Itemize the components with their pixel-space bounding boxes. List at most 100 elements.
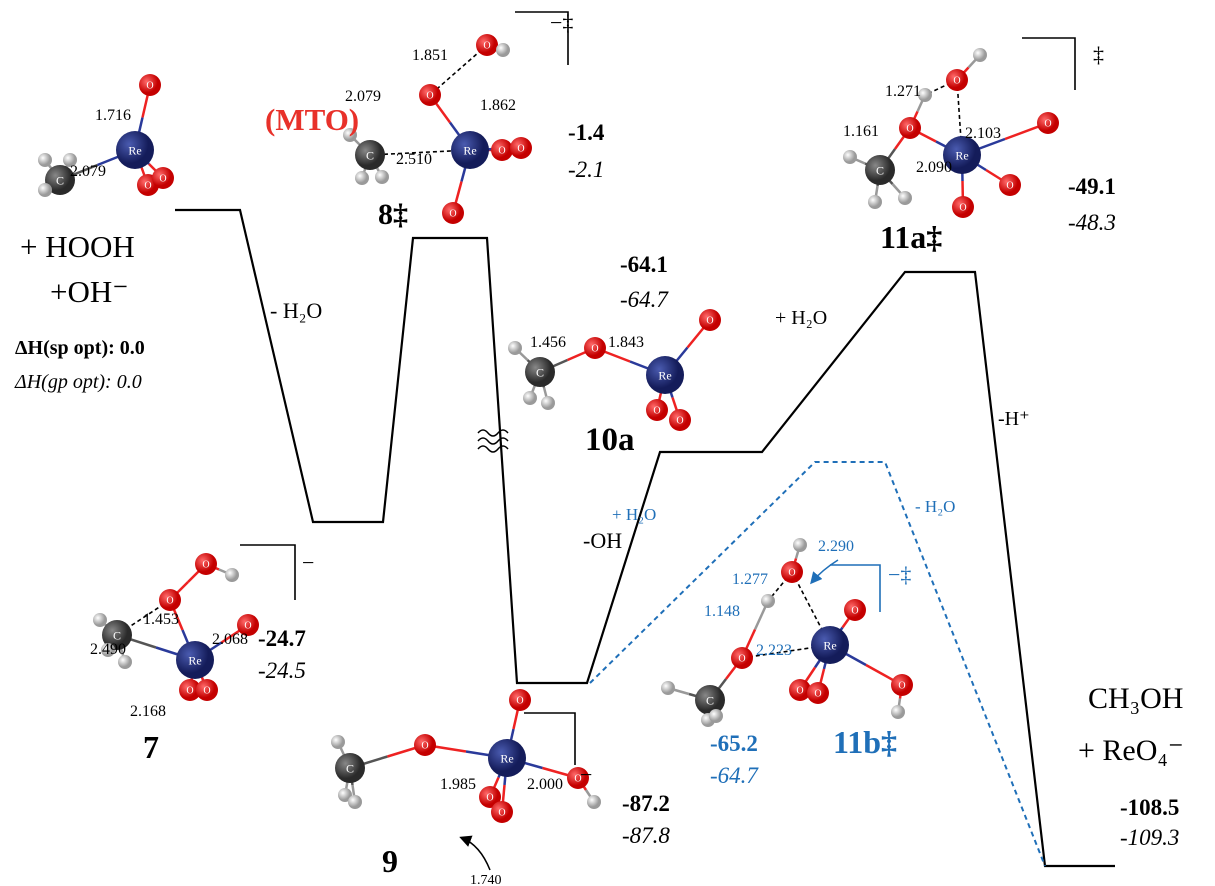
atom-symbol: O (486, 793, 493, 804)
bracket (524, 712, 576, 765)
atom-symbol: O (159, 174, 166, 185)
break-symbol (477, 429, 509, 453)
step-label: + H₂O (612, 505, 656, 524)
atom (646, 356, 684, 394)
energy: -109.3 (1120, 825, 1179, 850)
atom-symbol: O (498, 808, 505, 819)
atom-symbol: O (244, 621, 251, 632)
atom (491, 139, 513, 161)
atom (196, 679, 218, 701)
enthalpy-label: ΔH(gp opt): 0.0 (14, 371, 142, 393)
bond-length: 1.161 (843, 123, 879, 140)
atom (335, 753, 365, 783)
profile (175, 11, 1115, 871)
atom-symbol: C (113, 629, 121, 643)
atom (699, 309, 721, 331)
atom (414, 734, 436, 756)
atom (355, 140, 385, 170)
bracket (515, 11, 569, 65)
bond (369, 149, 471, 156)
atom (865, 155, 895, 185)
atom (195, 553, 217, 575)
atom-symbol: O (898, 681, 905, 692)
atom (587, 795, 601, 809)
atom-symbol: O (574, 774, 581, 785)
atom (811, 626, 849, 664)
atom (152, 167, 174, 189)
atom (491, 801, 513, 823)
atom (118, 655, 132, 669)
step-label: -OH (583, 528, 622, 553)
atom (567, 767, 589, 789)
atom-symbol: O (788, 568, 795, 579)
atom (102, 620, 132, 650)
atom-symbol: O (202, 560, 209, 571)
bond-length: 1.277 (732, 571, 768, 588)
bracket (240, 544, 296, 600)
atom-symbol: Re (188, 654, 201, 668)
step-label: -H⁺ (998, 408, 1030, 430)
atom-symbol: Re (463, 144, 476, 158)
bond-length: 2.223 (756, 642, 792, 659)
bracket (1022, 37, 1076, 90)
atom (807, 682, 829, 704)
atom (695, 685, 725, 715)
bond (429, 44, 488, 96)
atom (868, 195, 882, 209)
atom (891, 674, 913, 696)
bond (741, 644, 831, 659)
atom-symbol: O (653, 406, 660, 417)
charge: −‡ (550, 10, 573, 35)
reactant-label: + HOOH (20, 229, 135, 264)
atom-symbol: C (346, 762, 354, 776)
atom-symbol: O (203, 686, 210, 697)
atom (355, 171, 369, 185)
atom (45, 165, 75, 195)
species-label: 7 (143, 729, 159, 765)
molecule: C O Re O O O (508, 309, 721, 431)
species-label: 10a (585, 422, 635, 458)
atom (237, 614, 259, 636)
atom-symbol: C (56, 174, 64, 188)
atom (348, 795, 362, 809)
species-label: 9 (382, 843, 398, 879)
bond-length: 2.068 (212, 631, 248, 648)
atom (496, 43, 510, 57)
atom-symbol: O (517, 144, 524, 155)
atom-symbol: O (959, 203, 966, 214)
atom (510, 137, 532, 159)
energy: -2.1 (568, 157, 604, 182)
atom-symbol: O (591, 344, 598, 355)
atom (93, 613, 107, 627)
energy: -64.7 (710, 763, 759, 788)
bond-length: 2.000 (527, 776, 563, 793)
atom (761, 594, 775, 608)
atom-symbol: O (814, 689, 821, 700)
atom (488, 739, 526, 777)
atom-symbol: C (876, 164, 884, 178)
product-label: CH₃OH (1088, 682, 1183, 715)
atom (63, 153, 77, 167)
atom (646, 399, 668, 421)
atom-symbol: Re (823, 639, 836, 653)
atom-symbol: O (449, 209, 456, 220)
bond (956, 79, 963, 156)
atom-symbol: O (1044, 119, 1051, 130)
atom-symbol: O (851, 606, 858, 617)
atom (509, 689, 531, 711)
atom (331, 735, 345, 749)
energy: -48.3 (1068, 210, 1116, 235)
atom-symbol: O (426, 91, 433, 102)
mto-label: (MTO) (265, 102, 359, 137)
energy: -64.1 (620, 252, 668, 277)
atom-symbol: O (421, 741, 428, 752)
atom (669, 409, 691, 431)
atom (139, 74, 161, 96)
atom-symbol: O (738, 654, 745, 665)
atom-symbol: Re (500, 752, 513, 766)
atom-symbol: O (146, 81, 153, 92)
